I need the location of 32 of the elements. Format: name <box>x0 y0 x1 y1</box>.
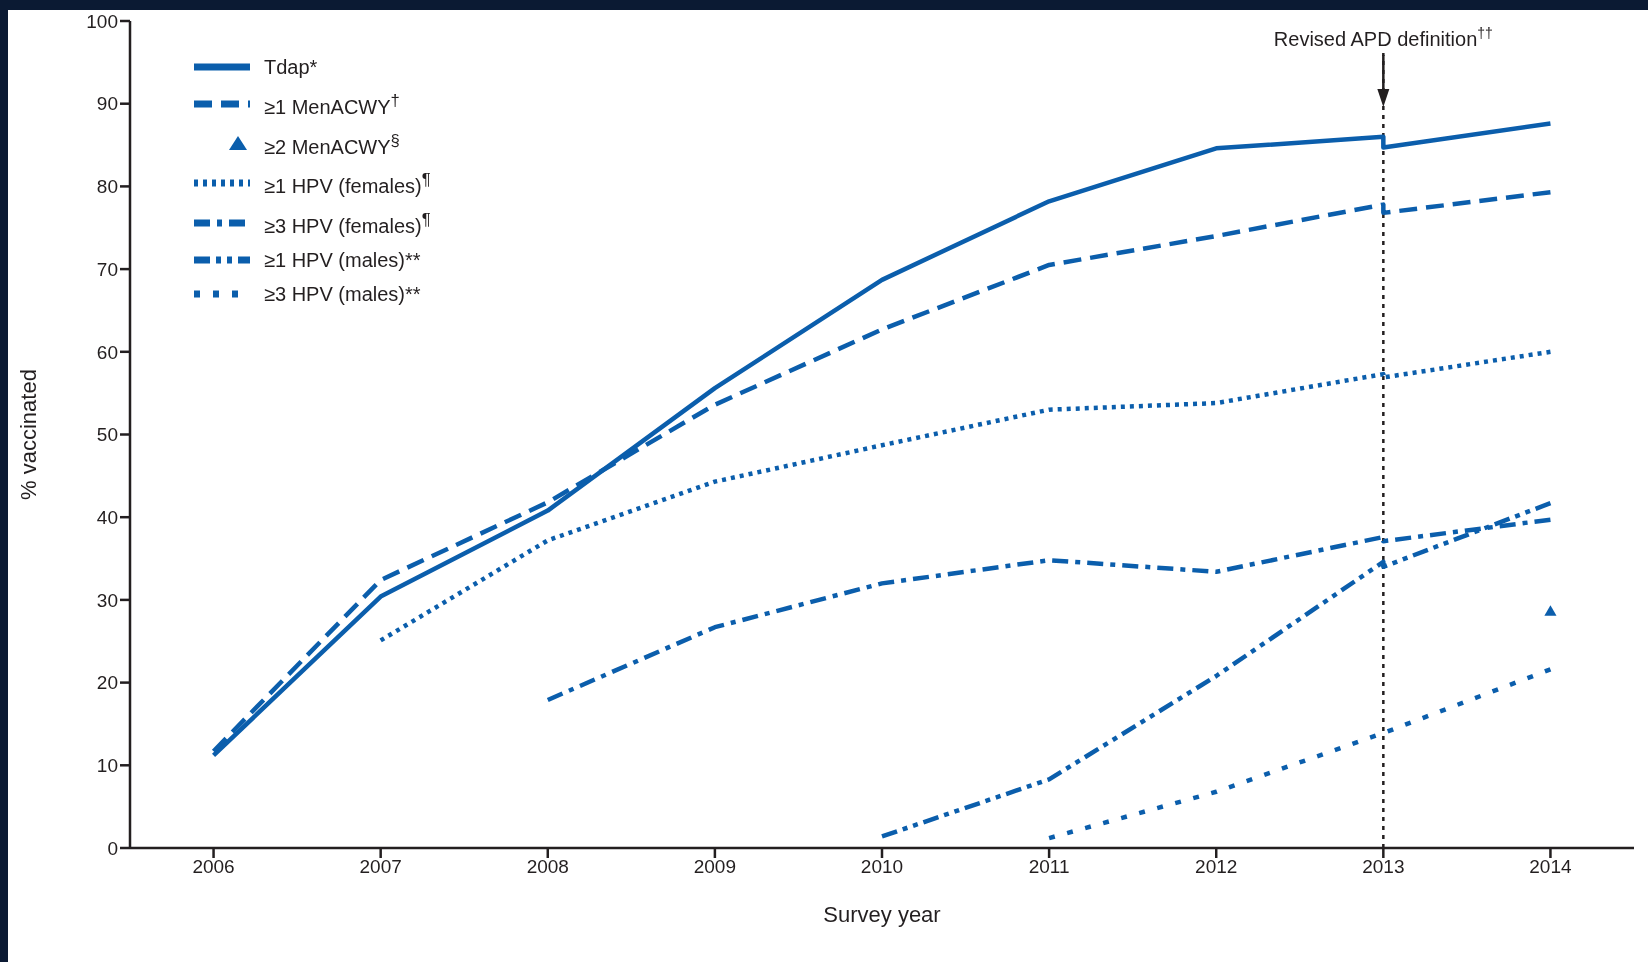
y-tick-label: 50 <box>96 424 118 446</box>
y-tick-label: 40 <box>96 506 118 528</box>
legend-label: ≥3 HPV (females)$^{¶}$ <box>264 208 431 239</box>
y-tick-label: 60 <box>96 341 118 363</box>
y-axis-title: % vaccinated <box>15 369 41 500</box>
y-tick-label: 80 <box>96 176 118 198</box>
x-axis-title: Survey year <box>823 902 941 927</box>
y-tick-label: 10 <box>96 755 118 777</box>
x-tick-label: 2013 <box>1362 856 1405 878</box>
x-tick-label: 2009 <box>693 856 737 878</box>
line-series <box>378 349 1553 643</box>
legend-label: ≥1 HPV (females)$^{¶}$ <box>264 169 431 199</box>
y-tick-label: 30 <box>96 589 118 611</box>
x-tick-label: 2006 <box>192 856 235 878</box>
legend-label: ≥2 MenACWY$^{§}$ <box>264 129 400 160</box>
legend-label: ≥3 HPV (males)** <box>264 281 421 307</box>
y-tick-label: 100 <box>86 10 118 32</box>
x-tick-label: 2011 <box>1028 856 1070 878</box>
y-tick-label: 0 <box>107 837 118 859</box>
y-tick-label: 90 <box>96 93 118 115</box>
ref-line-label: Revised APD definition$^{††}$ <box>1273 25 1493 50</box>
x-tick-label: 2007 <box>359 856 402 878</box>
legend-label: ≥1 HPV (males)** <box>264 247 421 273</box>
legend-label: Tdap* <box>264 55 318 80</box>
x-tick-label: 2012 <box>1195 856 1238 878</box>
x-tick-label: 2008 <box>526 856 569 878</box>
legend-label: ≥1 MenACWY$^{†}$ <box>264 90 400 120</box>
line-series <box>1046 667 1553 841</box>
x-tick-label: 2014 <box>1529 856 1572 878</box>
y-tick-label: 20 <box>96 672 118 694</box>
y-tick-label: 70 <box>96 258 118 280</box>
x-tick-label: 2010 <box>860 856 904 878</box>
